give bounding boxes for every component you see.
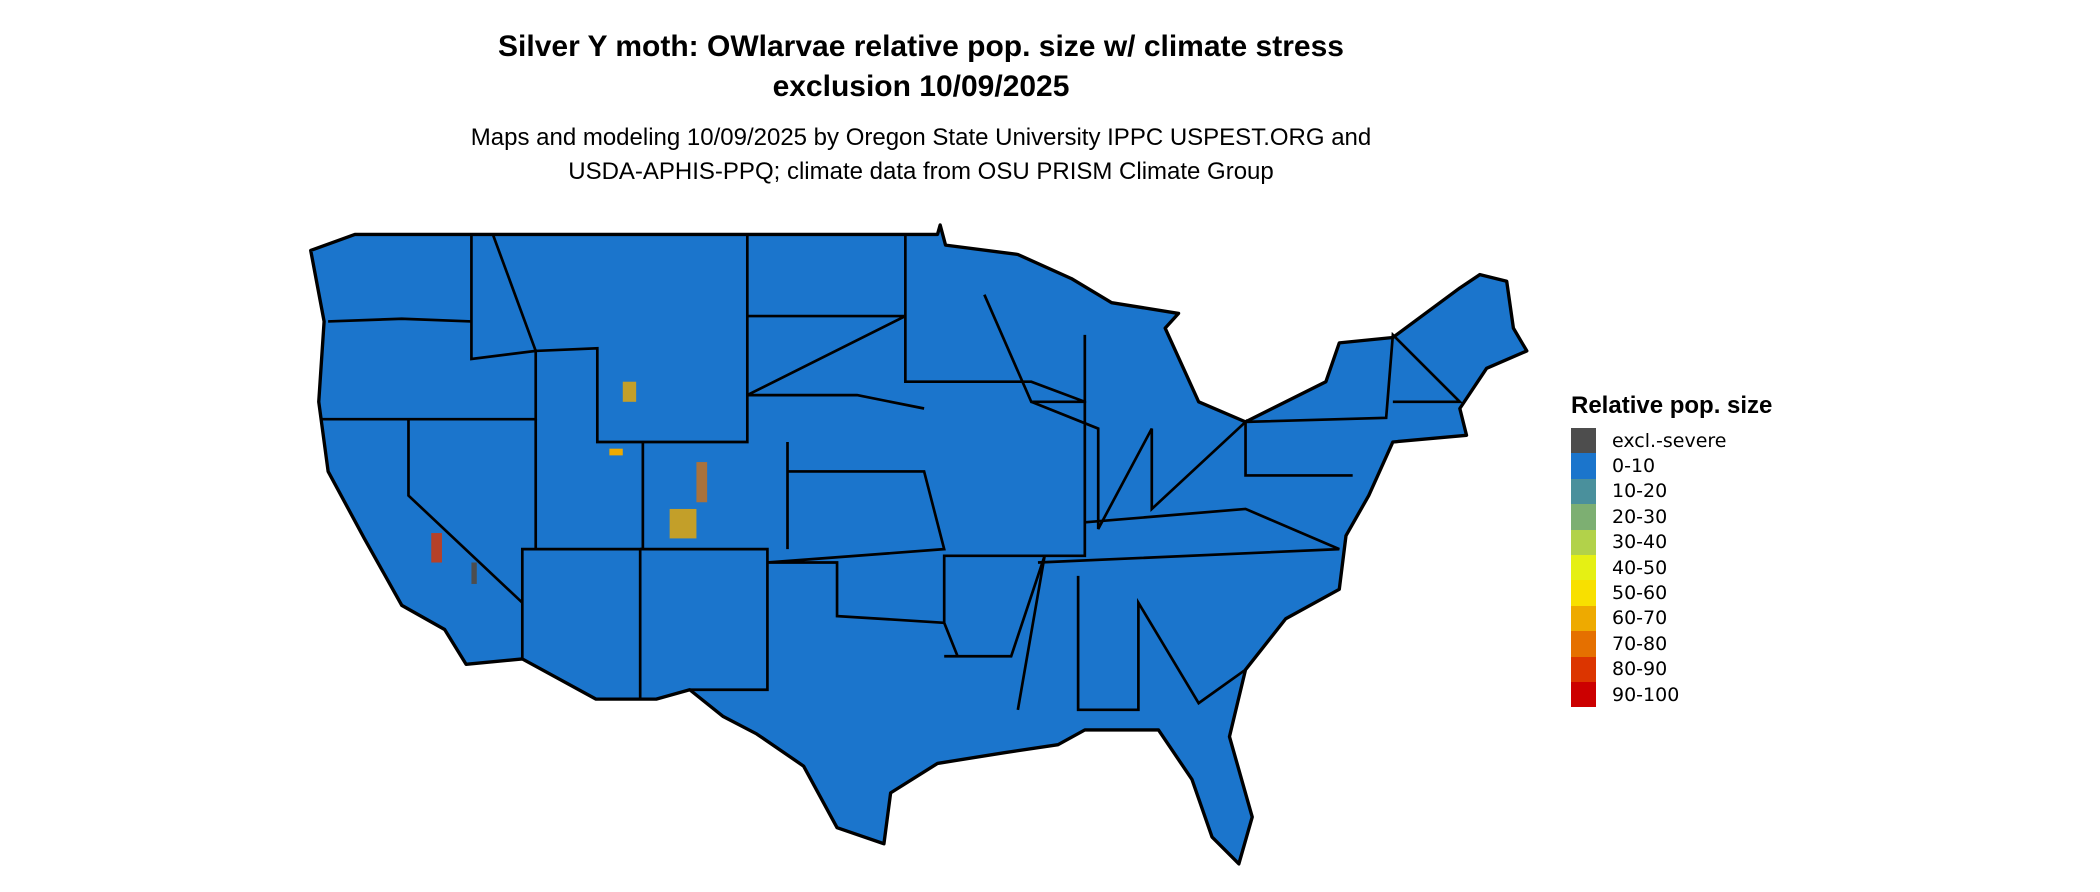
legend-swatch [1571, 605, 1596, 632]
legend-swatch [1571, 529, 1596, 555]
legend-label: excl.-severe [1612, 429, 1727, 452]
legend-swatch [1571, 631, 1596, 657]
border-oh-in-il [1030, 400, 1353, 530]
border-co-nm-tx [640, 547, 769, 692]
legend-item: 20-30 [1571, 504, 1772, 530]
high-value-patches [431, 381, 708, 584]
legend-item: 30-40 [1571, 529, 1772, 555]
legend-label: 40-50 [1612, 556, 1668, 579]
legend-label: 0-10 [1612, 455, 1656, 478]
legend-label: 80-90 [1612, 658, 1668, 681]
legend-label: 20-30 [1612, 505, 1668, 528]
border-pa-ny [1245, 331, 1464, 424]
patch-ut [609, 448, 623, 456]
us-outline [309, 223, 1529, 866]
legend-label: 90-100 [1612, 683, 1680, 706]
legend-swatch [1571, 580, 1596, 606]
legend-swatch [1571, 453, 1596, 479]
patch-co [669, 508, 697, 539]
map-subtitle-line-1: Maps and modeling 10/09/2025 by Oregon S… [470, 124, 1372, 151]
legend-item: 0-10 [1571, 453, 1772, 479]
legend-item: excl.-severe [1571, 428, 1772, 454]
border-tn-ky-nc [1037, 507, 1340, 564]
legend-swatch [1571, 504, 1596, 530]
legend-label: 50-60 [1612, 582, 1668, 605]
legend-swatch [1571, 478, 1596, 505]
border-ar-la-ms [944, 555, 1046, 711]
patch-wy [622, 381, 637, 402]
legend-swatch [1571, 681, 1596, 708]
border-wi [983, 294, 1087, 404]
legend-item: 80-90 [1571, 656, 1772, 682]
border-ks-ok [767, 470, 946, 625]
border-dakotas-ne [746, 314, 925, 410]
legend-title: Relative pop. size [1571, 392, 1773, 419]
state-borders [321, 233, 1464, 712]
map-title-line-2: exclusion 10/09/2025 [772, 70, 1070, 103]
legend-items: excl.-severe 0-10 10-20 20-30 30-40 40-50 50-6… [1571, 428, 1772, 708]
legend: Relative pop. size excl.-severe 0-10 10-20… [1571, 392, 1773, 708]
patch-co-2 [696, 462, 708, 503]
border-wa-or [328, 317, 472, 323]
border-al-ga-fl [1076, 575, 1247, 712]
legend-swatch [1571, 554, 1596, 581]
patch-ca-excl [471, 562, 477, 584]
legend-label: 10-20 [1612, 480, 1668, 503]
legend-item: 50-60 [1571, 580, 1772, 606]
patch-ca [431, 533, 442, 563]
border-mt-wy-id [491, 233, 749, 444]
legend-item: 60-70 [1571, 605, 1772, 632]
border-ca-nv [407, 419, 524, 604]
map-title-line-1: Silver Y moth: OWlarvae relative pop. si… [498, 30, 1344, 63]
legend-label: 60-70 [1612, 607, 1668, 630]
legend-swatch [1571, 428, 1596, 454]
legend-item: 70-80 [1571, 631, 1772, 657]
legend-item: 10-20 [1571, 478, 1772, 505]
legend-item: 40-50 [1571, 554, 1772, 581]
border-mn-ia-mo [904, 234, 1087, 657]
legend-label: 70-80 [1612, 632, 1668, 655]
map-subtitle-line-2: USDA-APHIS-PPQ; climate data from OSU PR… [568, 158, 1274, 185]
legend-item: 90-100 [1571, 681, 1772, 708]
legend-swatch [1571, 656, 1596, 682]
legend-label: 30-40 [1612, 531, 1668, 554]
border-nv-ut-az [520, 419, 538, 659]
